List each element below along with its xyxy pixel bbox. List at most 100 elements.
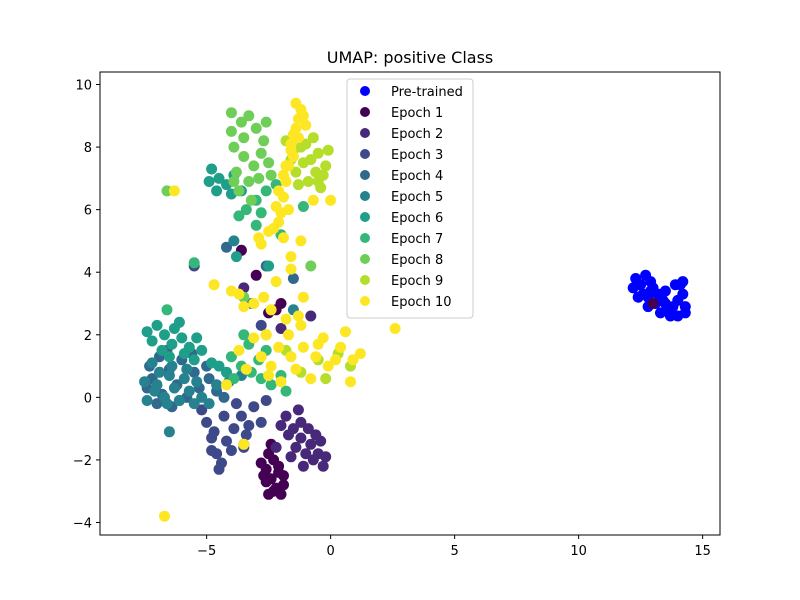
legend-label: Epoch 2 — [391, 127, 443, 142]
legend-marker — [360, 212, 370, 222]
point-s0-4 — [627, 282, 639, 294]
point-s3-22 — [255, 319, 267, 331]
legend-label: Epoch 10 — [391, 295, 451, 310]
point-s1-6 — [278, 479, 289, 491]
point-s8-13 — [260, 116, 272, 128]
point-s0-25 — [659, 298, 671, 309]
series-7-points — [161, 179, 309, 397]
point-s7-21 — [161, 304, 173, 316]
point-s10-67 — [345, 376, 356, 388]
point-s2-2 — [305, 438, 317, 450]
series-0-points — [627, 269, 691, 322]
point-s0-24 — [677, 276, 689, 288]
point-s5-17 — [151, 379, 163, 391]
legend-marker — [360, 296, 370, 306]
point-s8-12 — [253, 172, 265, 184]
point-s8-16 — [245, 194, 257, 206]
point-s5-4 — [178, 373, 190, 385]
legend-marker — [360, 233, 370, 243]
point-s2-4 — [317, 460, 329, 472]
legend-marker — [360, 170, 370, 180]
point-s8-5 — [228, 141, 240, 153]
point-s6-19 — [213, 172, 225, 184]
point-s7-19 — [297, 201, 309, 212]
legend-label: Pre-trained — [391, 85, 463, 100]
point-s2-13 — [320, 451, 332, 463]
point-s10-51 — [280, 313, 292, 325]
point-s10-49 — [248, 298, 260, 309]
point-s9-11 — [322, 144, 334, 156]
point-s5-13 — [196, 391, 208, 403]
point-s6-12 — [191, 332, 203, 344]
point-s8-8 — [255, 147, 267, 159]
point-s8-18 — [265, 169, 277, 181]
point-s10-9 — [290, 122, 302, 134]
legend-marker — [360, 107, 370, 117]
point-s5-12 — [161, 398, 173, 410]
point-s6-2 — [166, 338, 178, 350]
x-tick-label: 10 — [570, 544, 587, 559]
x-tick-label: 0 — [326, 544, 334, 559]
point-s5-7 — [146, 357, 158, 369]
series-9-points — [280, 132, 356, 385]
legend-label: Epoch 6 — [391, 211, 443, 226]
point-s9-6 — [290, 166, 302, 178]
legend-label: Epoch 7 — [391, 232, 443, 247]
point-s6-8 — [163, 351, 175, 363]
point-s6-0 — [151, 319, 163, 331]
point-s7-8 — [280, 385, 292, 397]
point-s3-11 — [255, 416, 267, 428]
point-s10-47 — [263, 370, 275, 381]
point-s3-18 — [213, 463, 225, 475]
point-s6-6 — [176, 332, 188, 344]
point-s7-16 — [233, 210, 245, 222]
point-s10-68 — [159, 510, 170, 522]
point-s10-63 — [285, 263, 297, 275]
point-s10-65 — [325, 194, 337, 206]
point-s3-0 — [201, 416, 213, 428]
point-s2-21 — [305, 310, 317, 322]
point-s5-19 — [188, 398, 200, 410]
point-s6-18 — [206, 163, 218, 175]
point-s10-66 — [389, 323, 401, 334]
point-s10-27 — [310, 351, 322, 363]
point-s7-9 — [228, 373, 240, 385]
point-s6-22 — [211, 185, 223, 197]
point-s1-9 — [278, 470, 289, 482]
point-s0-20 — [664, 310, 676, 322]
point-s6-16 — [221, 366, 232, 378]
y-tick-label: 6 — [84, 204, 92, 219]
point-s8-1 — [235, 116, 247, 128]
series-2-points — [238, 282, 332, 472]
point-s4-7 — [151, 398, 163, 410]
point-s10-71 — [225, 285, 237, 297]
point-s2-16 — [302, 423, 314, 435]
legend-label: Epoch 4 — [391, 169, 443, 184]
points-layer — [139, 97, 691, 522]
point-s9-15 — [305, 154, 317, 166]
point-s10-34 — [283, 329, 294, 341]
point-s10-24 — [273, 341, 285, 353]
point-s8-3 — [250, 122, 262, 134]
point-s3-6 — [228, 423, 240, 435]
point-s5-9 — [183, 385, 195, 397]
point-s7-22 — [188, 257, 200, 269]
point-s10-12 — [273, 185, 285, 197]
point-s3-16 — [206, 445, 218, 456]
point-s9-2 — [312, 147, 324, 159]
point-s10-37 — [354, 348, 366, 360]
point-s7-4 — [265, 379, 277, 391]
point-s1-12 — [275, 488, 287, 500]
point-s10-15 — [292, 132, 304, 144]
point-s10-40 — [312, 338, 324, 350]
x-tick-label: 15 — [694, 544, 711, 559]
point-s1-16 — [250, 269, 262, 281]
point-s3-14 — [218, 410, 230, 422]
point-s2-18 — [292, 404, 304, 416]
legend-label: Epoch 5 — [391, 190, 443, 205]
point-s2-19 — [270, 441, 282, 453]
point-s8-0 — [225, 125, 237, 137]
x-tick-label: 5 — [450, 544, 458, 559]
point-s10-42 — [248, 332, 260, 344]
point-s10-54 — [258, 291, 270, 303]
